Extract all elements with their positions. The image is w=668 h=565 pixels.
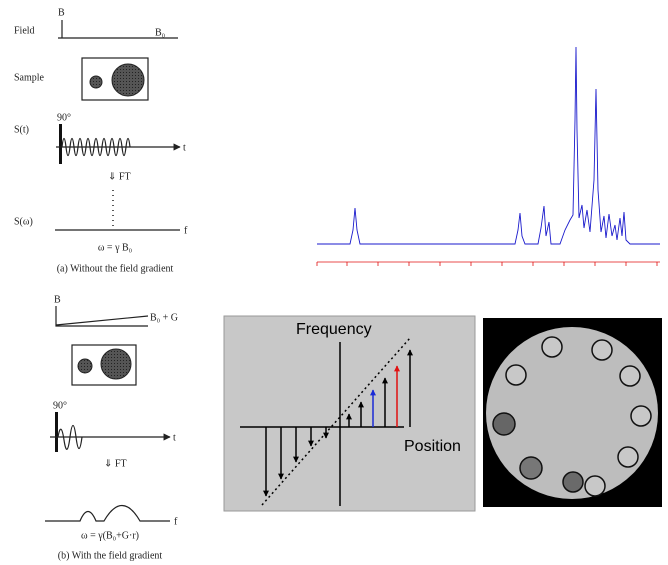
- small-sample: [89, 75, 103, 89]
- large-sample: [111, 63, 145, 97]
- phantom-image: [483, 318, 662, 507]
- panel-b: B B₀ + G 90° t ⇓ FT f ω = γ(B₀+G·r) (b) …: [45, 294, 178, 561]
- frequency-label: Frequency: [296, 321, 372, 338]
- time-axis-label: t: [183, 142, 186, 153]
- fid: [61, 137, 131, 157]
- ft-arrow: ⇓ FT: [104, 458, 127, 469]
- field-label: Field: [14, 25, 35, 36]
- gradient-diagram: Frequency Position: [223, 315, 476, 512]
- spectrum-ticks: [316, 262, 658, 266]
- panel-a: Field B B₀ Sample S(t) 90° t ⇓ FT S(ω) f…: [14, 7, 188, 274]
- position-label: Position: [404, 438, 461, 455]
- phantom: [486, 327, 658, 499]
- ft-arrow: ⇓ FT: [108, 171, 131, 182]
- spectrum-label: S(ω): [14, 216, 33, 227]
- gradient-line: [261, 337, 411, 506]
- pulse: [59, 124, 62, 164]
- large-sample: [100, 348, 132, 380]
- equation: ω = γ B₀: [98, 242, 133, 253]
- vials: [492, 336, 652, 497]
- fid: [57, 424, 83, 450]
- nmr-spectrum: [316, 46, 660, 266]
- field-line: [58, 20, 178, 39]
- arrows: [263, 349, 413, 497]
- sample-box: [71, 344, 137, 386]
- pulse: [55, 412, 58, 452]
- freq-axis-label: f: [184, 225, 188, 236]
- sample-label: Sample: [14, 72, 45, 83]
- pulse-label: 90°: [53, 400, 67, 411]
- diagram-background: [223, 315, 476, 512]
- caption: (a) Without the field gradient: [57, 263, 174, 274]
- time-axis-label: t: [173, 432, 176, 443]
- b0-label: B₀: [155, 27, 166, 38]
- freq-axis-label: f: [174, 516, 178, 527]
- pulse-label: 90°: [57, 112, 71, 123]
- b0g-label: B₀ + G: [150, 312, 178, 323]
- field-line: [55, 306, 149, 327]
- signal-label: S(t): [14, 124, 29, 135]
- small-sample: [77, 358, 93, 374]
- spectrum: [45, 504, 170, 522]
- b-label: B: [58, 7, 65, 18]
- sample-box: [81, 57, 149, 101]
- b-label: B: [54, 294, 61, 305]
- spectrum-trace: [317, 46, 660, 245]
- caption: (b) With the field gradient: [58, 550, 163, 561]
- equation: ω = γ(B₀+G·r): [81, 530, 139, 541]
